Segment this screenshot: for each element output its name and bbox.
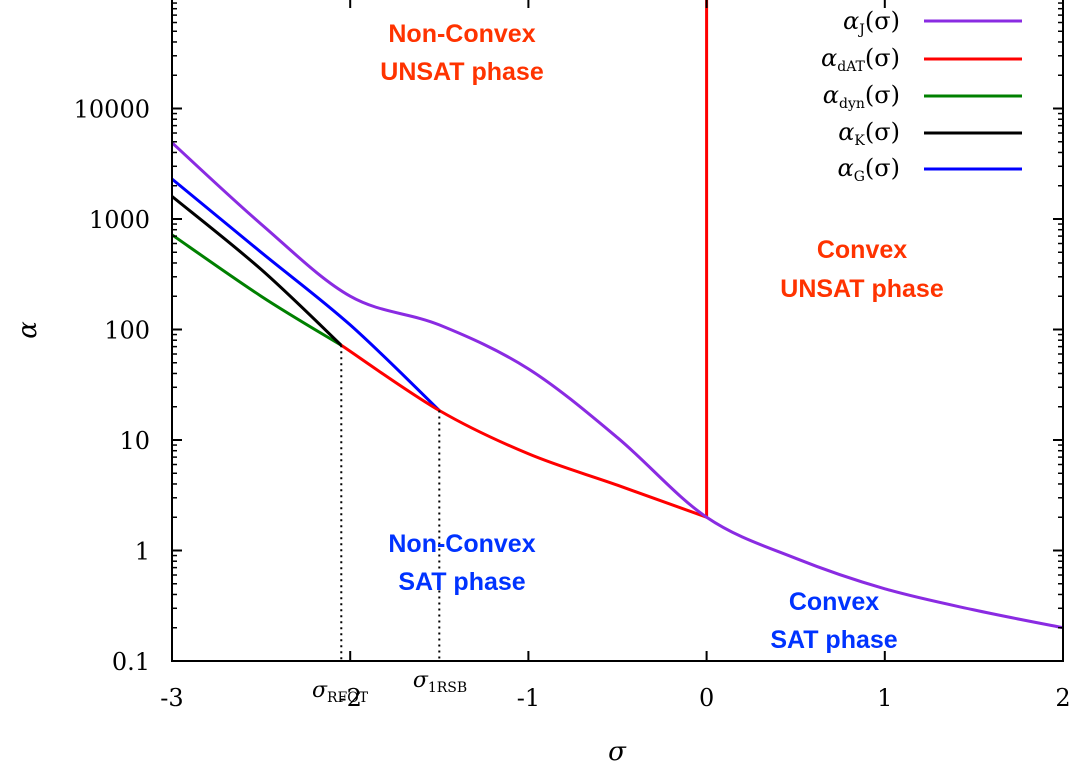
legend: αJ(σ) αdAT(σ) αdyn(σ) αK(σ) αG(σ) <box>821 7 1022 185</box>
marker-label-1rsb: σ1RSB <box>413 668 467 696</box>
phase-label-nonconvex-sat: Non-Convex SAT phase <box>388 530 535 596</box>
series-line-alpha-k <box>171 195 343 347</box>
svg-text:αdAT(σ): αdAT(σ) <box>821 44 900 75</box>
y-axis-title: α <box>13 321 43 339</box>
series-line-alpha-dat <box>340 0 709 519</box>
x-tick-label: -2 <box>339 684 362 712</box>
phase-label-convex-unsat: Convex UNSAT phase <box>780 236 944 303</box>
svg-text:Convex: Convex <box>817 236 907 264</box>
svg-text:αG(σ): αG(σ) <box>837 154 900 185</box>
y-tick-label: 0.1 <box>112 648 150 676</box>
x-tick-label: -3 <box>160 684 183 712</box>
y-tick-label: 10 <box>119 427 150 455</box>
legend-entry-alpha-j: αJ(σ) <box>843 7 1022 38</box>
x-tick-label: 1 <box>877 684 892 712</box>
marker-lines-layer <box>340 345 441 661</box>
legend-entry-alpha-k: αK(σ) <box>838 118 1022 149</box>
svg-text:Non-Convex: Non-Convex <box>388 530 535 558</box>
legend-entry-alpha-dyn: αdyn(σ) <box>823 81 1022 112</box>
svg-text:UNSAT phase: UNSAT phase <box>780 275 944 303</box>
x-tick-label: 0 <box>699 684 714 712</box>
curves-layer <box>170 0 1064 630</box>
x-axis-title: σ <box>608 737 627 767</box>
svg-text:αdyn(σ): αdyn(σ) <box>823 81 900 112</box>
svg-text:αK(σ): αK(σ) <box>838 118 900 149</box>
phase-label-convex-sat: Convex SAT phase <box>770 588 897 654</box>
svg-text:Convex: Convex <box>789 588 879 616</box>
y-tick-label: 100 <box>104 317 150 345</box>
y-tick-label: 1000 <box>89 206 150 234</box>
series-line-alpha-dyn <box>171 233 343 347</box>
legend-entry-alpha-dat: αdAT(σ) <box>821 44 1022 75</box>
plot-frame <box>171 0 1064 662</box>
svg-text:UNSAT phase: UNSAT phase <box>380 58 544 86</box>
y-tick-label: 1 <box>135 538 150 566</box>
series-line-alpha-g <box>171 177 441 412</box>
svg-text:SAT phase: SAT phase <box>398 568 525 596</box>
x-tick-label: -1 <box>517 684 540 712</box>
svg-text:Non-Convex: Non-Convex <box>388 20 535 48</box>
svg-text:SAT phase: SAT phase <box>770 626 897 654</box>
x-tick-label: 2 <box>1055 684 1070 712</box>
x-axis-ticks: -3 -2 -1 0 1 2 <box>160 0 1071 712</box>
phase-label-nonconvex-unsat: Non-Convex UNSAT phase <box>380 20 544 86</box>
series-line-alpha-j <box>170 141 1064 630</box>
y-axis-ticks: 0.1 1 10 100 1000 10000 <box>74 2 1063 676</box>
marker-label-rfot: σRFOT <box>312 678 369 706</box>
legend-entry-alpha-g: αG(σ) <box>837 154 1022 185</box>
y-tick-label: 10000 <box>74 96 150 124</box>
svg-text:αJ(σ): αJ(σ) <box>843 7 900 38</box>
